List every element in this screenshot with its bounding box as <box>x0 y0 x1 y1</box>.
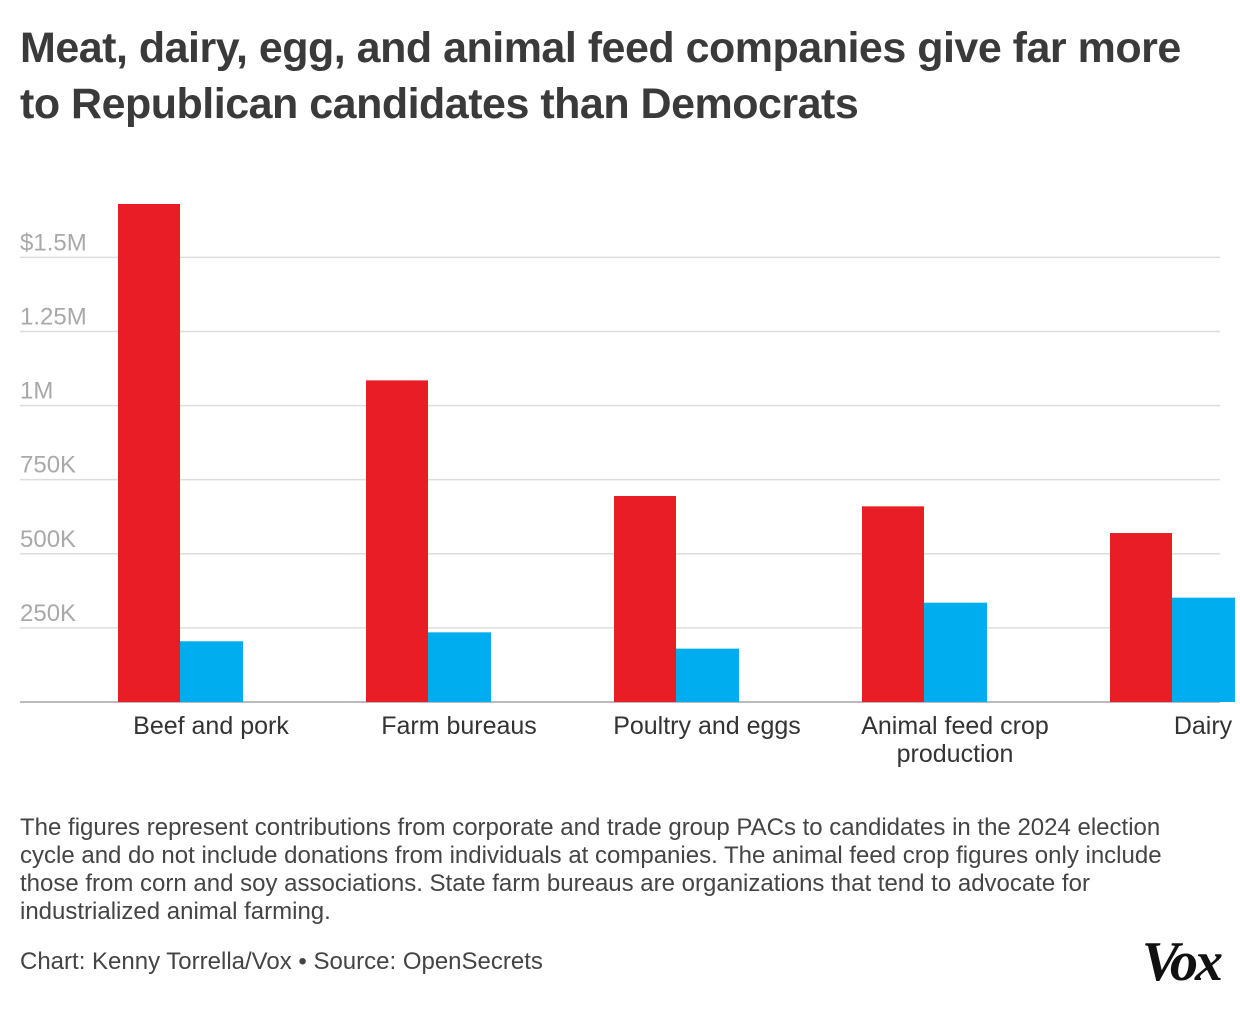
y-tick-label-1: 500K <box>20 526 76 553</box>
x-category-label-0-0: Beef and pork <box>133 712 289 740</box>
bar-blue-3 <box>924 602 987 702</box>
bar-blue-0 <box>180 641 243 702</box>
bar-blue-2 <box>676 648 739 702</box>
chart-title: Meat, dairy, egg, and animal feed compan… <box>20 24 1181 128</box>
y-tick-label-0: 250K <box>20 600 76 627</box>
chart-note: The figures represent contributions from… <box>20 814 1162 925</box>
y-tick-label-4: 1.25M <box>20 303 87 330</box>
bar-red-1 <box>366 380 428 702</box>
x-category-label-3-0: Animal feed crop <box>861 712 1049 740</box>
bar-chart: 250K 500K 750K 1M 1.25M $1.5M Beef and pork Far… <box>20 204 1235 768</box>
bar-red-4 <box>1110 533 1172 702</box>
x-category-label-1-0: Farm bureaus <box>381 712 537 740</box>
x-category-label-2-0: Poultry and eggs <box>613 712 801 740</box>
bar-blue-1 <box>428 632 491 702</box>
chart-credit: Chart: Kenny Torrella/Vox • Source: Open… <box>20 948 543 975</box>
bar-red-0 <box>118 204 180 702</box>
x-category-label-4-0: Dairy <box>1174 712 1233 740</box>
x-category-label-3-1: production <box>897 740 1014 768</box>
bar-red-3 <box>862 506 924 702</box>
bar-blue-4 <box>1172 597 1235 702</box>
y-tick-label-3: 1M <box>20 378 53 405</box>
bar-red-2 <box>614 495 676 702</box>
vox-logo: Vox <box>1141 931 1223 993</box>
y-tick-label-5: $1.5M <box>20 229 87 256</box>
y-tick-label-2: 750K <box>20 452 76 479</box>
